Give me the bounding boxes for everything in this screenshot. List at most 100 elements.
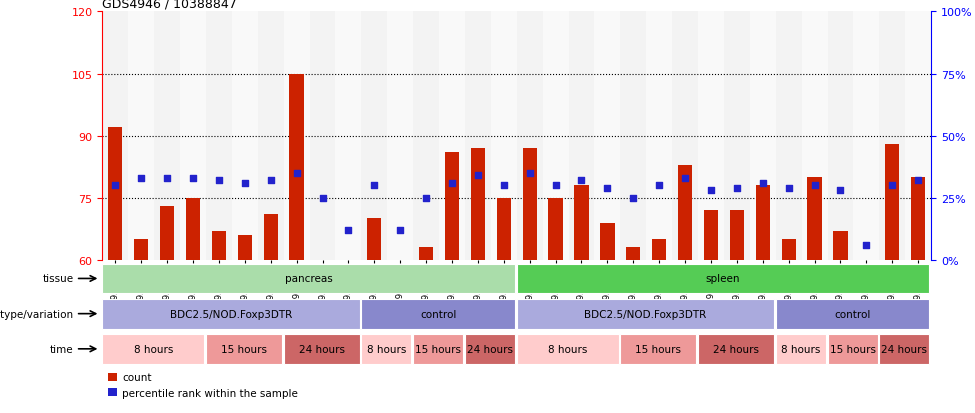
Bar — [290, 74, 304, 260]
Bar — [496, 198, 511, 260]
Bar — [419, 248, 433, 260]
Text: GDS4946 / 10388847: GDS4946 / 10388847 — [102, 0, 237, 10]
Bar — [879, 334, 929, 364]
Point — [392, 227, 408, 234]
Point — [289, 170, 304, 177]
Text: tissue: tissue — [43, 274, 74, 284]
Bar — [129, 12, 154, 260]
Legend: count, percentile rank within the sample: count, percentile rank within the sample — [107, 373, 298, 398]
Text: spleen: spleen — [706, 274, 740, 284]
Bar — [135, 240, 148, 260]
Bar — [102, 299, 360, 329]
Bar — [646, 12, 672, 260]
Point — [212, 178, 227, 184]
Point — [600, 185, 615, 192]
Point — [470, 173, 486, 179]
Bar — [102, 264, 515, 294]
Bar — [284, 334, 360, 364]
Point — [185, 175, 201, 182]
Bar — [911, 178, 925, 260]
Text: 8 hours: 8 hours — [134, 344, 173, 354]
Text: 15 hours: 15 hours — [636, 344, 682, 354]
Bar — [595, 12, 620, 260]
Bar — [387, 12, 413, 260]
Bar — [879, 12, 905, 260]
Bar — [238, 235, 252, 260]
Bar — [108, 128, 123, 260]
Bar — [517, 299, 774, 329]
Text: BDC2.5/NOD.Foxp3DTR: BDC2.5/NOD.Foxp3DTR — [170, 309, 292, 319]
Bar — [445, 153, 459, 260]
Bar — [782, 240, 796, 260]
Text: BDC2.5/NOD.Foxp3DTR: BDC2.5/NOD.Foxp3DTR — [584, 309, 707, 319]
Bar — [517, 12, 543, 260]
Bar — [678, 165, 692, 260]
Point — [340, 227, 356, 234]
Bar — [885, 145, 899, 260]
Bar — [601, 223, 614, 260]
Bar — [186, 198, 200, 260]
Bar — [698, 334, 774, 364]
Bar — [206, 334, 282, 364]
Bar — [905, 12, 931, 260]
Point — [522, 170, 537, 177]
Bar — [549, 198, 563, 260]
Text: 24 hours: 24 hours — [298, 344, 345, 354]
Bar — [154, 12, 180, 260]
Text: 15 hours: 15 hours — [415, 344, 461, 354]
Point — [237, 180, 253, 187]
Bar — [620, 334, 696, 364]
Point — [806, 183, 822, 189]
Bar — [568, 12, 595, 260]
Bar — [801, 12, 828, 260]
Text: 15 hours: 15 hours — [221, 344, 267, 354]
Bar — [543, 12, 568, 260]
Bar — [828, 334, 878, 364]
Bar — [853, 12, 879, 260]
Text: 24 hours: 24 hours — [881, 344, 927, 354]
Text: control: control — [835, 309, 871, 319]
Text: 24 hours: 24 hours — [467, 344, 513, 354]
Text: 24 hours: 24 hours — [713, 344, 760, 354]
Bar — [834, 231, 847, 260]
Bar — [232, 12, 257, 260]
Point — [859, 242, 875, 249]
Point — [263, 178, 279, 184]
Text: genotype/variation: genotype/variation — [0, 309, 74, 319]
Bar — [362, 334, 411, 364]
Bar — [180, 12, 206, 260]
Text: 8 hours: 8 hours — [367, 344, 407, 354]
Point — [159, 175, 175, 182]
Point — [134, 175, 149, 182]
Point — [833, 188, 848, 194]
Bar — [102, 12, 129, 260]
Bar — [652, 240, 666, 260]
Point — [548, 183, 564, 189]
Bar — [362, 12, 387, 260]
Point — [703, 188, 719, 194]
Point — [651, 183, 667, 189]
Bar — [776, 334, 826, 364]
Point — [911, 178, 926, 184]
Bar — [574, 186, 589, 260]
Bar — [517, 264, 929, 294]
Bar — [160, 206, 175, 260]
Bar — [756, 186, 770, 260]
Bar — [465, 12, 490, 260]
Text: 15 hours: 15 hours — [830, 344, 876, 354]
Point — [781, 185, 797, 192]
Bar — [672, 12, 698, 260]
Bar — [626, 248, 641, 260]
Bar — [102, 334, 205, 364]
Bar — [776, 299, 929, 329]
Text: 8 hours: 8 hours — [781, 344, 821, 354]
Bar — [284, 12, 310, 260]
Bar — [776, 12, 801, 260]
Bar — [465, 334, 515, 364]
Bar — [807, 178, 822, 260]
Point — [315, 195, 331, 202]
Bar — [723, 12, 750, 260]
Bar — [362, 299, 515, 329]
Point — [445, 180, 460, 187]
Bar — [335, 12, 362, 260]
